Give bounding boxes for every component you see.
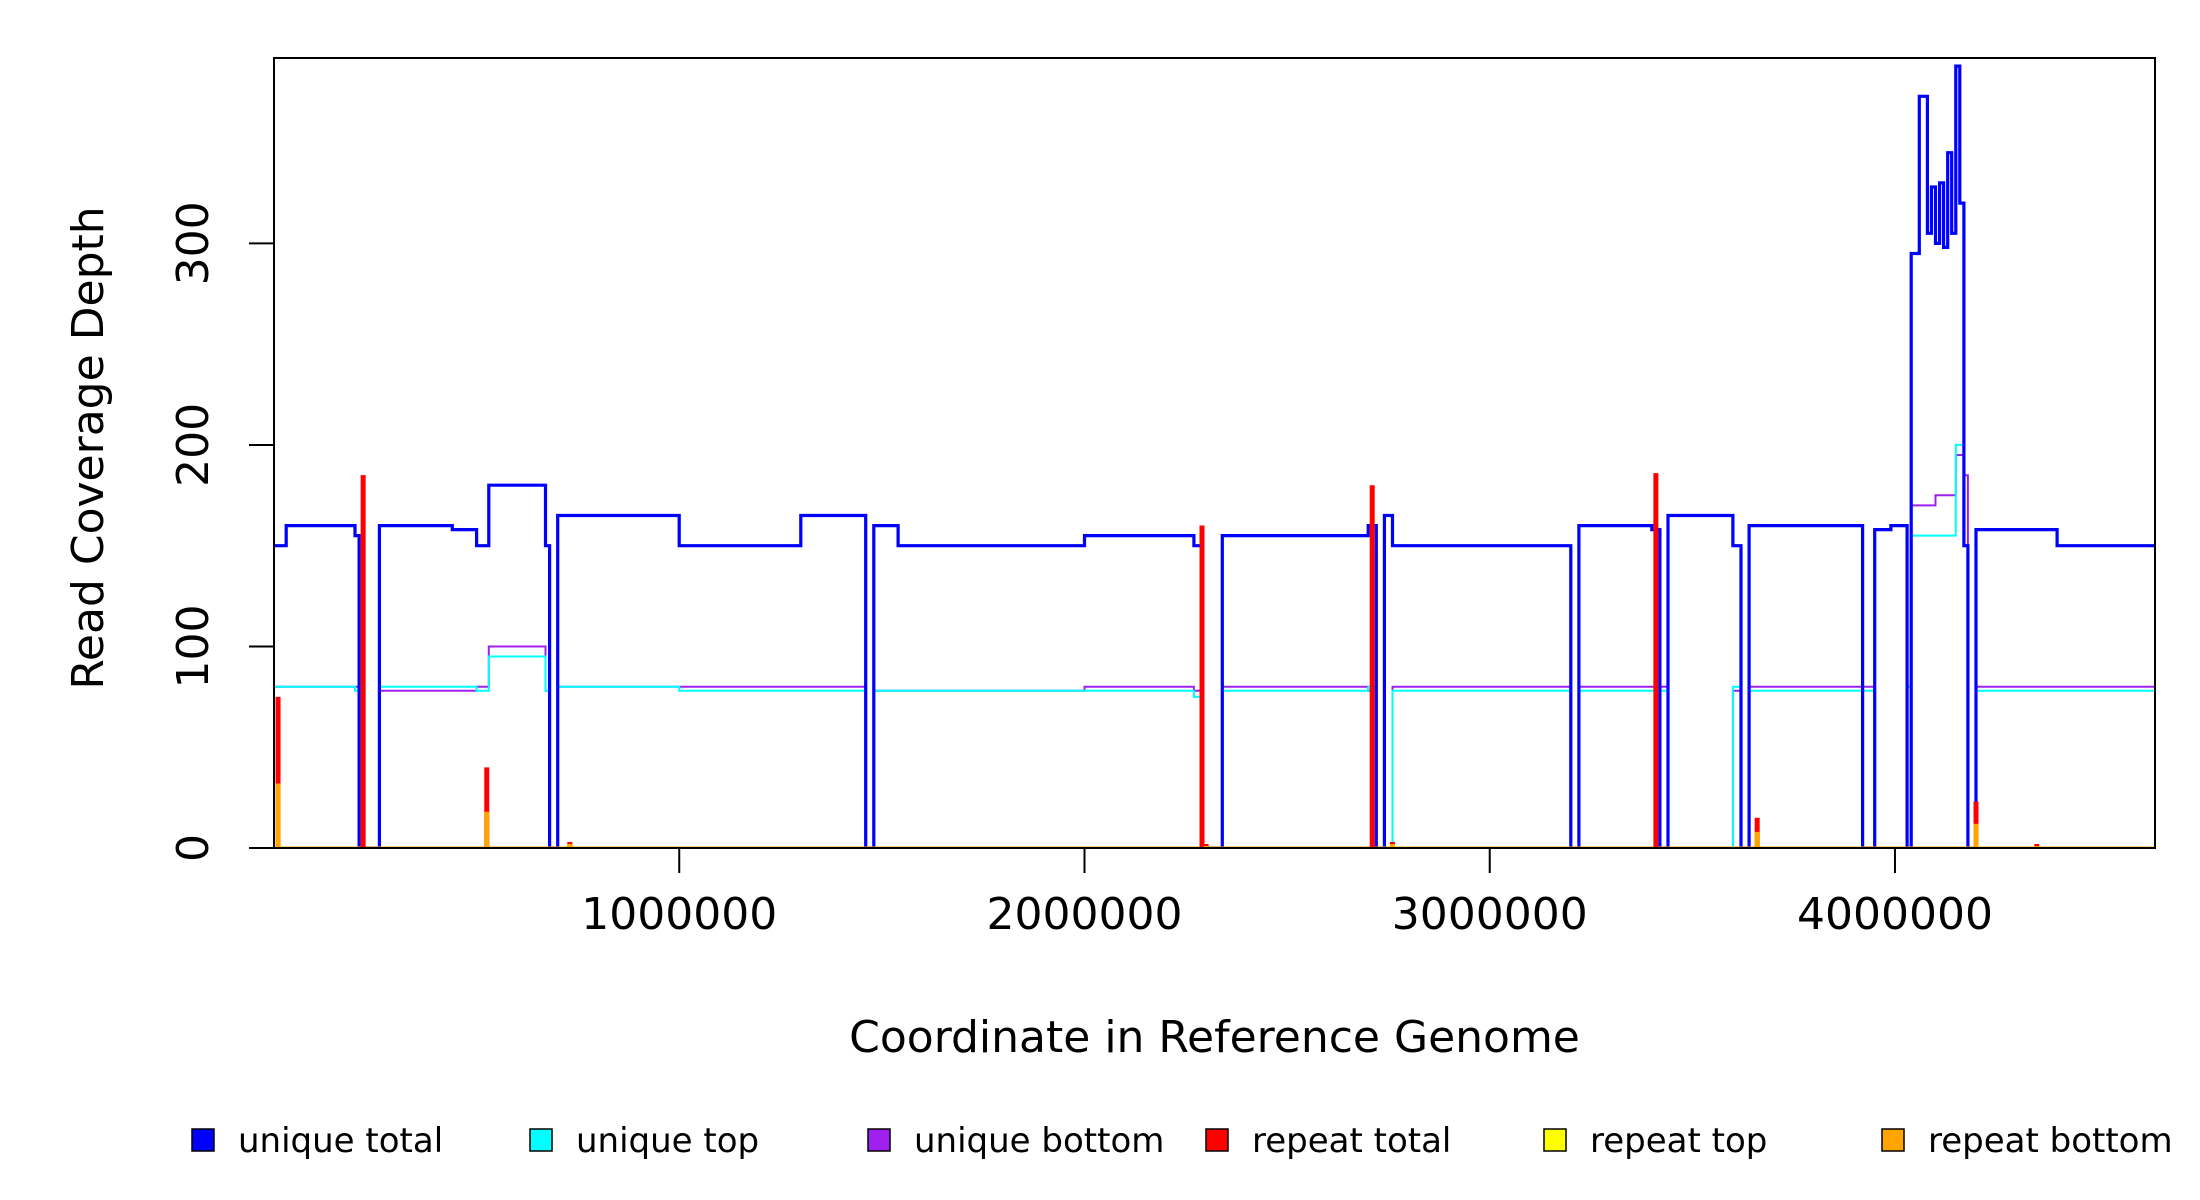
legend-swatch (529, 1128, 553, 1152)
x-tick-label: 4000000 (1797, 889, 1993, 940)
legend-swatch (1881, 1128, 1905, 1152)
y-axis-title: Read Coverage Depth (63, 206, 114, 689)
y-tick-label: 100 (168, 604, 219, 688)
x-axis: 1000000 2000000 3000000 4000000 (581, 848, 1993, 940)
y-tick-label: 0 (168, 834, 219, 862)
legend-swatch (1543, 1128, 1567, 1152)
legend-label: unique total (238, 1121, 443, 1161)
x-axis-title: Coordinate in Reference Genome (849, 1012, 1580, 1063)
legend: unique total unique top unique bottom repea… (191, 1121, 2173, 1161)
legend-label: repeat top (1590, 1121, 1767, 1161)
x-tick-label: 3000000 (1392, 889, 1588, 940)
series-group (274, 64, 2155, 848)
y-tick-label: 200 (168, 403, 219, 487)
legend-label: unique bottom (914, 1121, 1164, 1161)
legend-label: repeat total (1252, 1121, 1451, 1161)
legend-swatch (1205, 1128, 1229, 1152)
legend-swatch (191, 1128, 215, 1152)
series-line-unique-total (274, 64, 2155, 848)
y-axis: 0 100 200 300 (168, 201, 274, 862)
y-tick-label: 300 (168, 201, 219, 285)
x-tick-label: 2000000 (987, 889, 1183, 940)
legend-swatch (867, 1128, 891, 1152)
plot-frame (273, 57, 2156, 849)
legend-label: unique top (576, 1121, 759, 1161)
legend-label: repeat bottom (1928, 1121, 2173, 1161)
x-tick-label: 1000000 (581, 889, 777, 940)
series-layer (274, 64, 2155, 848)
